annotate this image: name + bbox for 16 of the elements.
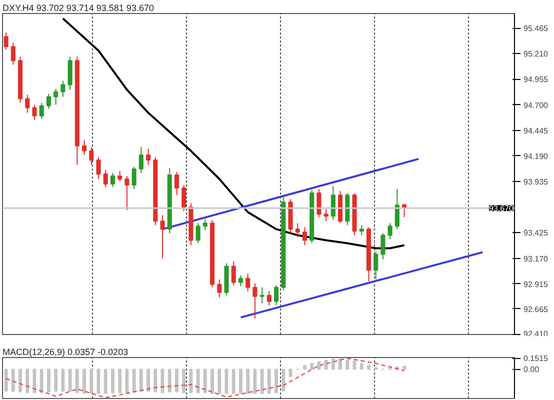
y-tick-label: 93.425 — [524, 228, 549, 238]
chart-title: DXY.H4 93.702 93.714 93.581 93.670 — [2, 3, 154, 13]
y-tick-label: 92.665 — [524, 304, 549, 314]
y-tick-label: 95.210 — [524, 50, 549, 59]
y-tick-label: 0.00 — [524, 365, 540, 374]
y-tick-label: 94.445 — [524, 126, 549, 136]
y-tick-label: 94.700 — [524, 100, 549, 110]
y-tick-label: 94.955 — [524, 75, 549, 84]
y-tick-label: 92.915 — [524, 280, 549, 289]
y-tick-label: 93.170 — [524, 254, 549, 264]
ref-line-label: 93.670 — [489, 204, 514, 214]
y-tick-label: 95.465 — [524, 24, 549, 34]
y-tick-label: 0.1515 — [524, 354, 549, 364]
chart-title: MACD(12,26,9) 0.0357 -0.0203 — [2, 347, 128, 357]
y-tick-label: 93.935 — [524, 178, 549, 187]
y-tick-label: 94.190 — [524, 152, 549, 161]
